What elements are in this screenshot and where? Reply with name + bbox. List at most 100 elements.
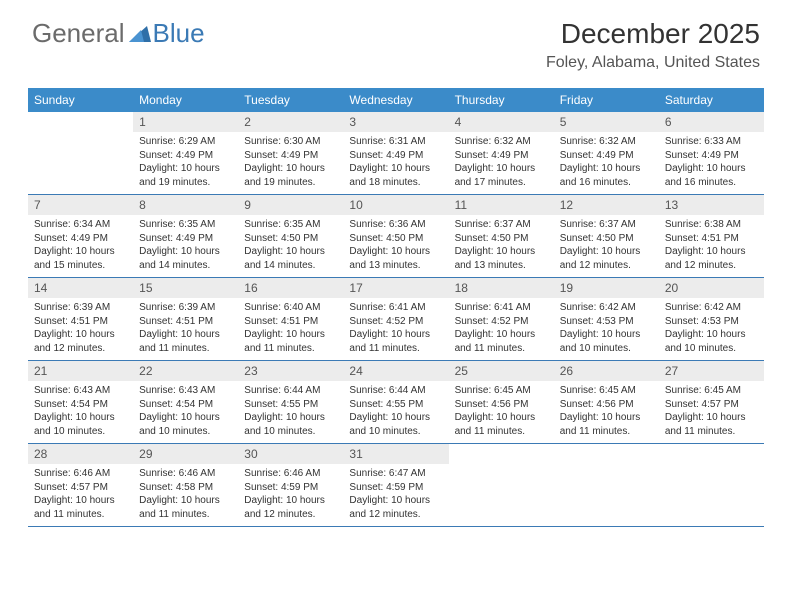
day-info: Sunrise: 6:32 AMSunset: 4:49 PMDaylight:…: [554, 132, 659, 193]
daylight-text: Daylight: 10 hours and 11 minutes.: [560, 411, 653, 438]
daylight-text: Daylight: 10 hours and 12 minutes.: [244, 494, 337, 521]
day-info: Sunrise: 6:31 AMSunset: 4:49 PMDaylight:…: [343, 132, 448, 193]
daylight-text: Daylight: 10 hours and 10 minutes.: [139, 411, 232, 438]
day-number: 11: [449, 195, 554, 215]
logo-text-blue: Blue: [153, 18, 205, 49]
day-number: 16: [238, 278, 343, 298]
day-info: Sunrise: 6:36 AMSunset: 4:50 PMDaylight:…: [343, 215, 448, 276]
sunset-text: Sunset: 4:52 PM: [349, 315, 442, 329]
calendar-week: 28Sunrise: 6:46 AMSunset: 4:57 PMDayligh…: [28, 444, 764, 527]
day-number: 12: [554, 195, 659, 215]
weekday-thu: Thursday: [449, 88, 554, 112]
weekday-header: Sunday Monday Tuesday Wednesday Thursday…: [28, 88, 764, 112]
sunset-text: Sunset: 4:51 PM: [244, 315, 337, 329]
calendar-cell: [554, 444, 659, 526]
sunset-text: Sunset: 4:54 PM: [139, 398, 232, 412]
calendar-cell: 16Sunrise: 6:40 AMSunset: 4:51 PMDayligh…: [238, 278, 343, 360]
sunrise-text: Sunrise: 6:46 AM: [34, 467, 127, 481]
day-info: Sunrise: 6:35 AMSunset: 4:50 PMDaylight:…: [238, 215, 343, 276]
sunset-text: Sunset: 4:50 PM: [560, 232, 653, 246]
calendar: Sunday Monday Tuesday Wednesday Thursday…: [28, 88, 764, 527]
day-number: 13: [659, 195, 764, 215]
daylight-text: Daylight: 10 hours and 11 minutes.: [349, 328, 442, 355]
calendar-cell: 3Sunrise: 6:31 AMSunset: 4:49 PMDaylight…: [343, 112, 448, 194]
calendar-cell: 26Sunrise: 6:45 AMSunset: 4:56 PMDayligh…: [554, 361, 659, 443]
daylight-text: Daylight: 10 hours and 13 minutes.: [455, 245, 548, 272]
daylight-text: Daylight: 10 hours and 11 minutes.: [139, 494, 232, 521]
day-number: 8: [133, 195, 238, 215]
calendar-cell: [28, 112, 133, 194]
sunrise-text: Sunrise: 6:32 AM: [455, 135, 548, 149]
daylight-text: Daylight: 10 hours and 16 minutes.: [665, 162, 758, 189]
sunset-text: Sunset: 4:59 PM: [244, 481, 337, 495]
calendar-cell: 15Sunrise: 6:39 AMSunset: 4:51 PMDayligh…: [133, 278, 238, 360]
sunrise-text: Sunrise: 6:45 AM: [455, 384, 548, 398]
daylight-text: Daylight: 10 hours and 12 minutes.: [560, 245, 653, 272]
day-number: 21: [28, 361, 133, 381]
weekday-mon: Monday: [133, 88, 238, 112]
day-number: 25: [449, 361, 554, 381]
daylight-text: Daylight: 10 hours and 10 minutes.: [349, 411, 442, 438]
daylight-text: Daylight: 10 hours and 11 minutes.: [139, 328, 232, 355]
daylight-text: Daylight: 10 hours and 11 minutes.: [34, 494, 127, 521]
day-number: 18: [449, 278, 554, 298]
day-info: Sunrise: 6:40 AMSunset: 4:51 PMDaylight:…: [238, 298, 343, 359]
sunrise-text: Sunrise: 6:42 AM: [560, 301, 653, 315]
sunrise-text: Sunrise: 6:40 AM: [244, 301, 337, 315]
logo-text-general: General: [32, 18, 125, 49]
day-number: 30: [238, 444, 343, 464]
calendar-weeks: 1Sunrise: 6:29 AMSunset: 4:49 PMDaylight…: [28, 112, 764, 527]
day-number: 31: [343, 444, 448, 464]
sunset-text: Sunset: 4:57 PM: [665, 398, 758, 412]
calendar-cell: [449, 444, 554, 526]
location-text: Foley, Alabama, United States: [546, 54, 760, 72]
sunset-text: Sunset: 4:52 PM: [455, 315, 548, 329]
day-info: Sunrise: 6:45 AMSunset: 4:56 PMDaylight:…: [554, 381, 659, 442]
sunrise-text: Sunrise: 6:32 AM: [560, 135, 653, 149]
sunrise-text: Sunrise: 6:31 AM: [349, 135, 442, 149]
sunrise-text: Sunrise: 6:35 AM: [139, 218, 232, 232]
day-number: 14: [28, 278, 133, 298]
day-info: Sunrise: 6:45 AMSunset: 4:57 PMDaylight:…: [659, 381, 764, 442]
calendar-week: 1Sunrise: 6:29 AMSunset: 4:49 PMDaylight…: [28, 112, 764, 195]
sunset-text: Sunset: 4:58 PM: [139, 481, 232, 495]
day-info: Sunrise: 6:41 AMSunset: 4:52 PMDaylight:…: [343, 298, 448, 359]
sunset-text: Sunset: 4:53 PM: [665, 315, 758, 329]
weekday-wed: Wednesday: [343, 88, 448, 112]
sunset-text: Sunset: 4:51 PM: [34, 315, 127, 329]
sunset-text: Sunset: 4:55 PM: [244, 398, 337, 412]
day-number: 24: [343, 361, 448, 381]
calendar-cell: 10Sunrise: 6:36 AMSunset: 4:50 PMDayligh…: [343, 195, 448, 277]
sunset-text: Sunset: 4:49 PM: [349, 149, 442, 163]
sunset-text: Sunset: 4:59 PM: [349, 481, 442, 495]
daylight-text: Daylight: 10 hours and 13 minutes.: [349, 245, 442, 272]
calendar-cell: 7Sunrise: 6:34 AMSunset: 4:49 PMDaylight…: [28, 195, 133, 277]
daylight-text: Daylight: 10 hours and 10 minutes.: [34, 411, 127, 438]
sunrise-text: Sunrise: 6:35 AM: [244, 218, 337, 232]
day-info: Sunrise: 6:29 AMSunset: 4:49 PMDaylight:…: [133, 132, 238, 193]
calendar-cell: 28Sunrise: 6:46 AMSunset: 4:57 PMDayligh…: [28, 444, 133, 526]
daylight-text: Daylight: 10 hours and 12 minutes.: [665, 245, 758, 272]
day-number: 20: [659, 278, 764, 298]
sunset-text: Sunset: 4:51 PM: [665, 232, 758, 246]
sunrise-text: Sunrise: 6:41 AM: [455, 301, 548, 315]
sunset-text: Sunset: 4:50 PM: [244, 232, 337, 246]
day-number: 10: [343, 195, 448, 215]
sunrise-text: Sunrise: 6:30 AM: [244, 135, 337, 149]
calendar-cell: 4Sunrise: 6:32 AMSunset: 4:49 PMDaylight…: [449, 112, 554, 194]
day-number: 7: [28, 195, 133, 215]
calendar-cell: 18Sunrise: 6:41 AMSunset: 4:52 PMDayligh…: [449, 278, 554, 360]
day-info: Sunrise: 6:33 AMSunset: 4:49 PMDaylight:…: [659, 132, 764, 193]
sunset-text: Sunset: 4:50 PM: [455, 232, 548, 246]
calendar-cell: 5Sunrise: 6:32 AMSunset: 4:49 PMDaylight…: [554, 112, 659, 194]
day-info: Sunrise: 6:44 AMSunset: 4:55 PMDaylight:…: [343, 381, 448, 442]
day-info: Sunrise: 6:44 AMSunset: 4:55 PMDaylight:…: [238, 381, 343, 442]
daylight-text: Daylight: 10 hours and 14 minutes.: [139, 245, 232, 272]
sunset-text: Sunset: 4:54 PM: [34, 398, 127, 412]
day-info: Sunrise: 6:47 AMSunset: 4:59 PMDaylight:…: [343, 464, 448, 525]
sunset-text: Sunset: 4:50 PM: [349, 232, 442, 246]
sunrise-text: Sunrise: 6:41 AM: [349, 301, 442, 315]
calendar-cell: 9Sunrise: 6:35 AMSunset: 4:50 PMDaylight…: [238, 195, 343, 277]
day-number: 2: [238, 112, 343, 132]
day-number: 28: [28, 444, 133, 464]
